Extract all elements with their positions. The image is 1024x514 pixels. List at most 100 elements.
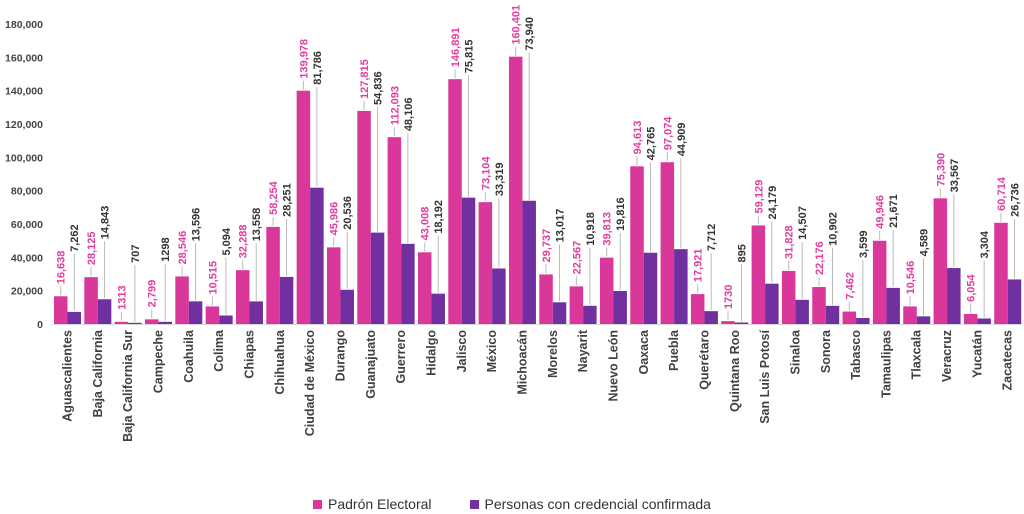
data-label-credencial: 19,816 [615,197,627,231]
data-label-credencial: 7,712 [706,224,718,252]
data-label-credencial: 13,017 [555,209,567,243]
bar-padron [781,270,796,324]
bar-credencial [552,302,567,324]
x-tick-label: Aguascalientes [61,330,75,422]
x-tick-label: Morelos [546,330,560,378]
y-tick-label: 40,000 [11,252,43,264]
data-label-credencial: 73,940 [524,17,536,51]
data-label-padron: 1313 [116,285,128,309]
y-tick-label: 160,000 [5,52,43,64]
data-label-padron: 31,828 [784,225,796,259]
data-label-padron: 29,737 [541,229,553,263]
bar-padron [144,319,159,324]
legend: Padrón Electoral Personas con credencial… [0,496,1024,512]
data-label-padron: 32,288 [238,225,250,259]
x-tick-label: Veracruz [940,330,954,382]
data-label-padron: 73,104 [480,156,492,191]
bar-credencial [279,276,294,324]
bar-credencial [583,305,597,324]
data-label-padron: 10,515 [207,261,219,295]
bar-padron [417,252,432,324]
bar-padron [630,166,644,324]
y-tick-label: 140,000 [5,86,43,98]
x-tick-label: Durango [333,330,347,382]
bar-credencial [310,187,324,324]
data-label-padron: 58,254 [268,180,280,215]
data-label-padron: 60,714 [996,176,1008,211]
bar-credencial [461,197,476,324]
y-tick-label: 80,000 [11,186,43,198]
data-label-credencial: 3,599 [858,230,870,258]
y-tick-label: 100,000 [5,152,43,164]
bar-padron [205,306,220,324]
bar-padron [84,277,98,324]
bar-padron [933,198,948,324]
x-tick-label: Campeche [151,330,165,393]
x-tick-label: Oaxaca [637,329,651,375]
data-label-credencial: 81,786 [312,51,324,85]
x-tick-label: Ciudad de México [303,330,317,437]
legend-item-padron: Padrón Electoral [313,496,432,512]
bar-padron [872,240,887,324]
bar-padron [387,137,402,324]
data-label-padron: 39,813 [602,212,614,246]
bar-padron [508,56,523,324]
bar-credencial [643,252,658,324]
x-tick-label: Puebla [667,329,681,371]
x-tick-label: Sonora [819,329,833,373]
bar-credencial [977,318,991,324]
y-tick-label: 60,000 [11,219,43,231]
data-label-credencial: 21,671 [888,194,900,228]
data-label-credencial: 20,536 [342,196,354,230]
bar-padron [599,257,614,324]
bar-padron [994,222,1008,324]
bar-credencial [249,301,263,324]
data-label-credencial: 54,836 [373,71,385,105]
data-label-credencial: 1298 [160,237,172,261]
x-tick-label: Michoacán [515,330,529,395]
bar-padron [266,226,280,324]
data-label-credencial: 4,589 [918,229,930,257]
x-tick-label: Tlaxcala [910,329,924,379]
bar-credencial [886,287,900,324]
bar-credencial [947,268,961,324]
data-label-credencial: 24,179 [767,186,779,220]
bar-credencial [856,318,870,324]
x-tick-label: Colima [212,329,226,372]
x-tick-label: Tamaulipas [879,330,893,398]
data-label-padron: 59,129 [753,180,765,214]
x-tick-label: Coahuila [182,329,196,383]
x-tick-label: Quintana Roo [728,330,742,412]
x-tick-label: Zacatecas [1001,330,1015,391]
x-tick-label: Baja California [91,329,105,418]
bar-padron [235,270,250,324]
bar-credencial [522,200,536,324]
data-label-credencial: 13,596 [191,208,203,242]
bar-padron [963,313,978,324]
bar-padron [842,311,857,324]
data-label-padron: 97,074 [662,116,674,151]
x-tick-label: Yucatán [970,330,984,378]
data-label-credencial: 33,567 [949,159,961,193]
data-label-padron: 45,986 [329,202,341,236]
data-label-padron: 7,462 [844,272,856,300]
x-tick-label: Sinaloa [788,329,802,375]
bar-credencial [67,311,81,324]
bar-credencial [431,293,445,324]
bar-credencial [370,232,385,324]
bar-padron [539,274,553,324]
data-label-credencial: 75,815 [464,40,476,74]
data-label-padron: 160,401 [511,5,523,45]
x-tick-label: Querétaro [697,330,711,390]
data-label-credencial: 13,558 [251,208,263,242]
data-label-padron: 43,008 [420,207,432,241]
x-tick-label: Hidalgo [424,330,438,376]
x-tick-label: San Luis Potosí [758,329,772,423]
data-label-credencial: 895 [737,244,749,262]
bar-credencial [97,299,112,324]
y-tick-label: 0 [37,319,43,331]
data-label-padron: 28,125 [86,231,98,265]
bar-padron [326,247,341,324]
bar-padron [903,306,917,324]
data-label-padron: 22,567 [571,241,583,275]
